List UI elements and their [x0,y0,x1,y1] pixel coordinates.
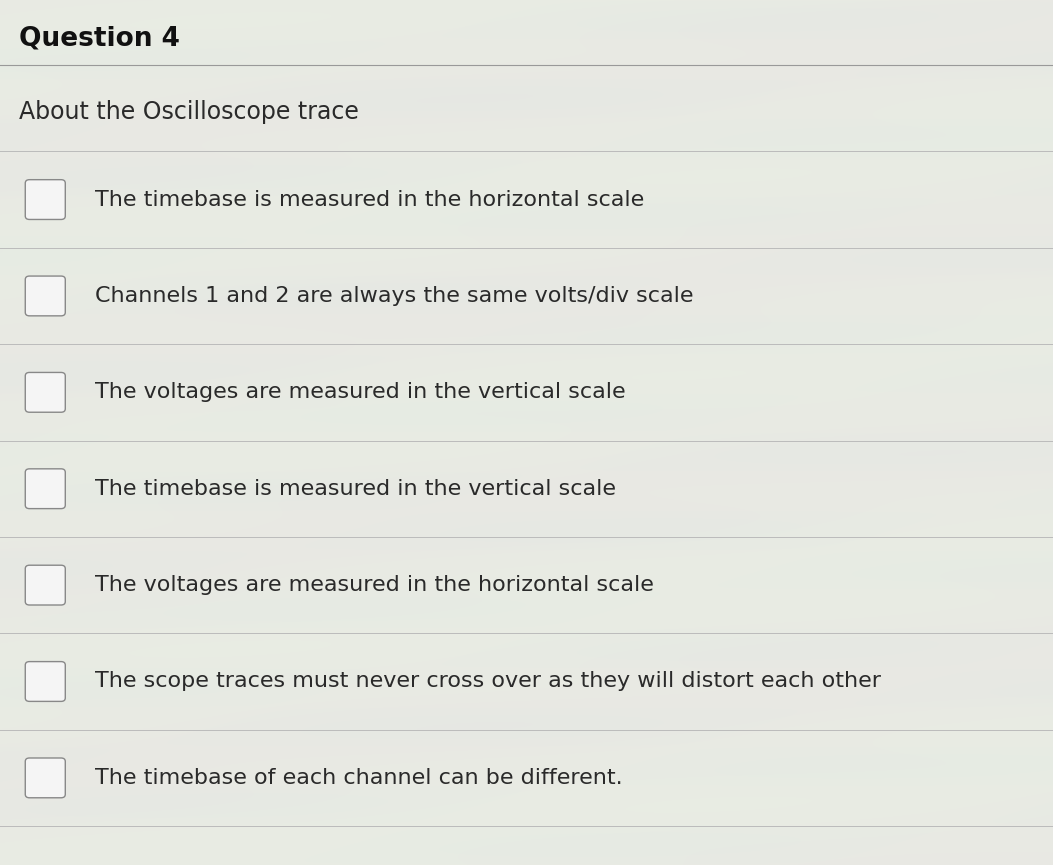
FancyBboxPatch shape [25,373,65,413]
Text: The voltages are measured in the vertical scale: The voltages are measured in the vertica… [95,382,625,402]
Text: The voltages are measured in the horizontal scale: The voltages are measured in the horizon… [95,575,654,595]
FancyBboxPatch shape [25,662,65,702]
FancyBboxPatch shape [25,565,65,605]
FancyBboxPatch shape [25,276,65,316]
Text: The timebase is measured in the vertical scale: The timebase is measured in the vertical… [95,478,616,499]
Text: The timebase is measured in the horizontal scale: The timebase is measured in the horizont… [95,189,644,209]
Text: About the Oscilloscope trace: About the Oscilloscope trace [19,100,359,125]
FancyBboxPatch shape [25,469,65,509]
Text: Channels 1 and 2 are always the same volts/div scale: Channels 1 and 2 are always the same vol… [95,286,693,306]
Text: The scope traces must never cross over as they will distort each other: The scope traces must never cross over a… [95,671,880,691]
Text: The timebase of each channel can be different.: The timebase of each channel can be diff… [95,768,622,788]
Text: Question 4: Question 4 [19,26,180,52]
FancyBboxPatch shape [25,180,65,220]
FancyBboxPatch shape [25,758,65,798]
